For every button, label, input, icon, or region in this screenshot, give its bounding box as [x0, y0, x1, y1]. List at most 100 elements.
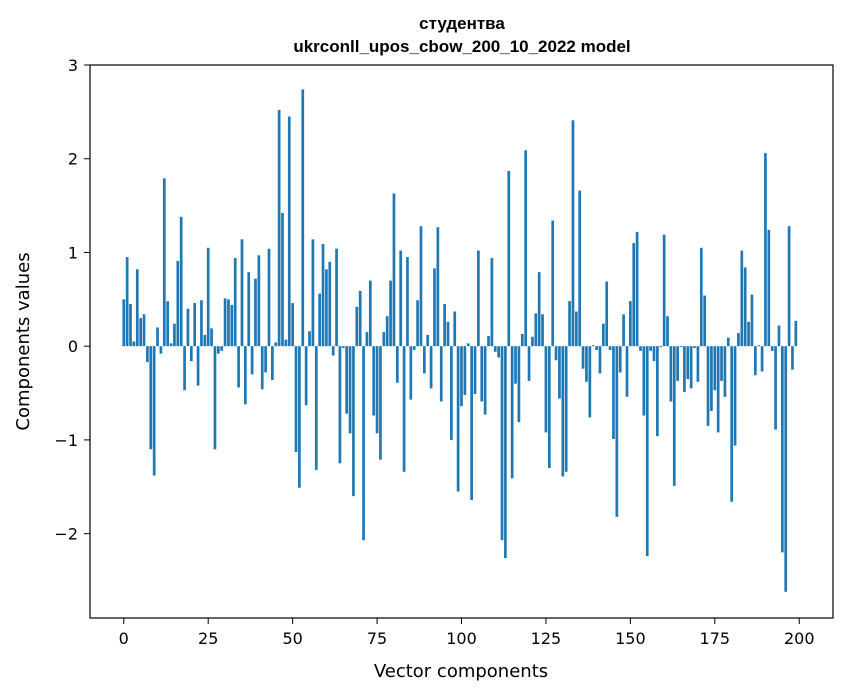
bar-157	[652, 346, 656, 362]
bar-192	[770, 346, 774, 351]
bar-87	[416, 300, 419, 347]
bar-115	[510, 346, 514, 479]
bar-82	[399, 250, 403, 347]
bar-130	[561, 346, 565, 477]
y-tick-label: 0	[68, 337, 78, 356]
bar-65	[341, 346, 345, 349]
bar-68	[352, 346, 355, 497]
bar-17	[179, 216, 183, 347]
bar-76	[379, 346, 382, 460]
bar-184	[743, 267, 747, 347]
bar-186	[750, 294, 754, 347]
bar-11	[159, 346, 163, 354]
bar-160	[662, 234, 666, 347]
chart-title-line-1: студентва	[419, 14, 505, 33]
bar-38	[250, 346, 254, 375]
bar-197	[787, 226, 791, 347]
bar-96	[446, 321, 450, 347]
bar-53	[301, 89, 305, 347]
bar-71	[362, 346, 365, 541]
bar-198	[791, 346, 794, 370]
bar-158	[656, 346, 659, 437]
bar-6	[142, 314, 146, 347]
bar-187	[753, 346, 757, 376]
bar-22	[196, 346, 200, 386]
y-axis-ticks: −2 −1 0 1 2 3	[54, 56, 90, 544]
bar-114	[507, 170, 511, 347]
bar-150	[629, 301, 632, 347]
bar-161	[666, 316, 669, 347]
bar-42	[264, 346, 267, 373]
bar-176	[716, 346, 720, 433]
bar-73	[368, 280, 372, 347]
bar-91	[429, 346, 433, 389]
plot-frame	[89, 64, 834, 619]
bar-133	[571, 120, 575, 347]
bar-134	[574, 311, 578, 347]
bar-172	[703, 295, 707, 347]
bar-95	[443, 304, 446, 347]
bar-180	[730, 346, 734, 502]
bar-19	[186, 308, 190, 347]
bar-70	[358, 290, 362, 347]
bar-15	[173, 323, 176, 347]
bar-179	[726, 337, 730, 347]
bar-39	[254, 278, 257, 347]
bar-57	[314, 346, 318, 470]
bar-27	[213, 346, 217, 450]
bar-194	[777, 325, 781, 347]
bar-74	[372, 346, 376, 416]
bar-59	[321, 244, 325, 347]
bar-108	[487, 335, 490, 347]
bar-75	[375, 346, 379, 434]
x-tick-label: 0	[119, 629, 129, 648]
bar-37	[247, 272, 251, 347]
bar-100	[460, 346, 463, 407]
bar-83	[402, 346, 406, 472]
bar-52	[298, 346, 301, 488]
bar-92	[433, 268, 436, 347]
bar-33	[233, 258, 237, 347]
bar-189	[760, 346, 764, 372]
bar-164	[676, 346, 679, 381]
bar-9	[152, 346, 156, 476]
y-tick-label: −1	[54, 431, 78, 450]
bar-166	[683, 346, 686, 393]
bar-124	[541, 314, 544, 347]
x-tick-label: 200	[784, 629, 815, 648]
bar-142	[601, 323, 605, 347]
bar-170	[696, 346, 700, 382]
bar-61	[328, 261, 332, 347]
bar-51	[294, 346, 298, 453]
y-tick-label: −2	[54, 525, 78, 544]
bar-69	[355, 306, 359, 347]
bar-185	[747, 321, 750, 347]
bar-16	[176, 260, 180, 347]
bar-23	[200, 300, 203, 347]
bar-55	[308, 331, 311, 347]
bar-162	[669, 346, 673, 402]
bar-90	[426, 334, 430, 347]
bar-178	[723, 346, 727, 397]
y-tick-label: 1	[68, 243, 78, 262]
bar-116	[514, 346, 517, 384]
bar-50	[291, 303, 294, 347]
bar-117	[517, 346, 521, 423]
bar-191	[767, 229, 771, 347]
bar-188	[757, 345, 761, 347]
bar-165	[679, 346, 683, 348]
bar-54	[304, 346, 308, 406]
bar-77	[382, 332, 386, 347]
bar-series	[122, 89, 798, 592]
bar-64	[338, 346, 342, 464]
bar-88	[419, 226, 423, 347]
bar-167	[686, 346, 690, 379]
bar-146	[615, 346, 619, 517]
x-tick-label: 25	[198, 629, 218, 648]
bar-174	[710, 346, 713, 411]
bar-182	[737, 333, 740, 347]
bar-183	[740, 250, 744, 347]
bar-102	[466, 343, 470, 347]
bar-93	[436, 227, 440, 347]
bar-139	[591, 345, 595, 347]
